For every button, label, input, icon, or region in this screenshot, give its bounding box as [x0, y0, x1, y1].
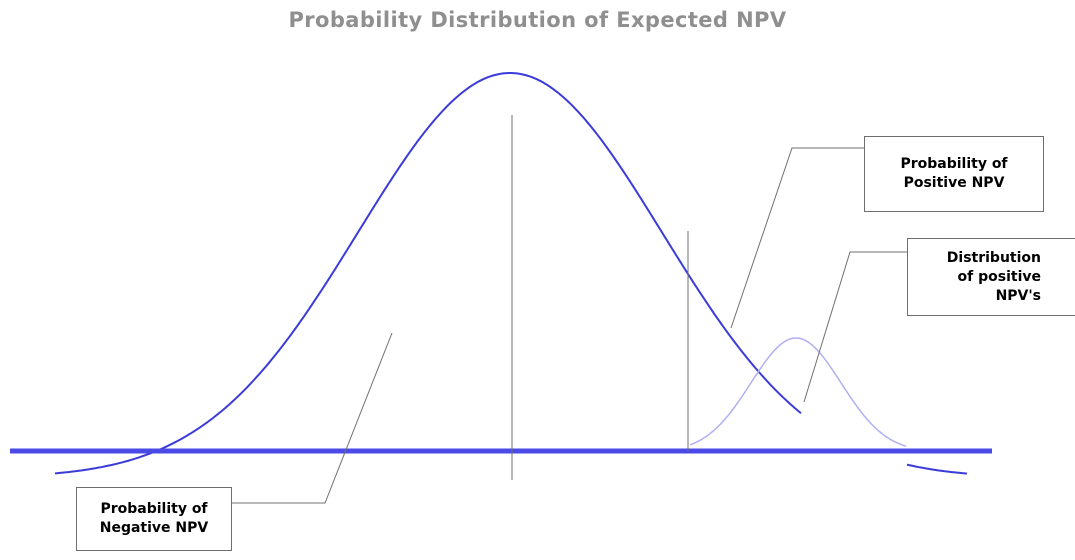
probability-negative-npv-label: Probability of Negative NPV	[76, 487, 232, 551]
positive-npv-distribution-curve	[689, 337, 907, 448]
expected-npv-distribution-curve-tail	[906, 463, 968, 475]
leader-line-positive	[730, 147, 864, 329]
label-line: Negative NPV	[99, 520, 209, 536]
leader-line-distribution	[803, 251, 907, 403]
label-line: Probability of	[900, 156, 1008, 172]
label-line: Positive NPV	[903, 175, 1005, 191]
label-line: NPV's	[995, 287, 1041, 304]
label-line: of positive	[957, 268, 1041, 285]
diagram-title: Probability Distribution of Expected NPV	[288, 8, 787, 32]
label-line: Distribution	[946, 249, 1041, 266]
expected-npv-distribution-curve	[54, 72, 802, 475]
probability-positive-npv-label: Probability of Positive NPV	[864, 136, 1044, 212]
leader-line-negative	[232, 332, 393, 504]
distribution-positive-npv-label: Distribution of positive NPV's	[907, 238, 1075, 316]
label-line: Probability of	[100, 501, 208, 517]
